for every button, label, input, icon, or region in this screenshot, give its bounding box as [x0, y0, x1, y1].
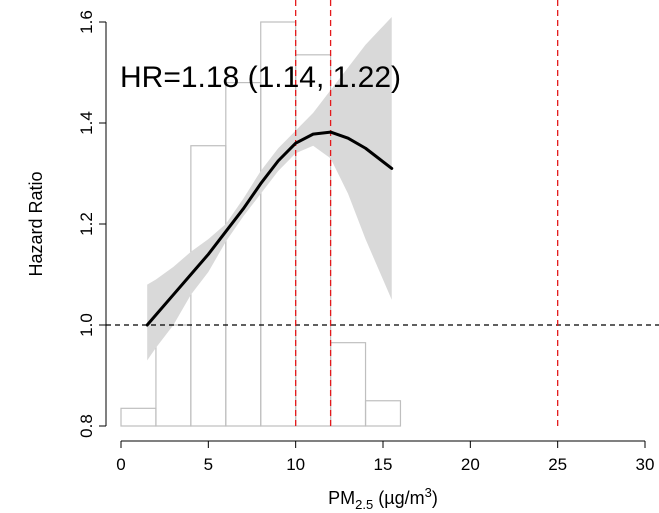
reference-lines	[106, 0, 659, 426]
x-axis-title: PM2.5 (µg/m3)	[328, 485, 438, 512]
y-axis-title: Hazard Ratio	[26, 171, 46, 276]
histogram-bar	[330, 342, 367, 427]
x-axis-title-main: PM	[328, 488, 355, 508]
x-tick-label: 10	[286, 455, 305, 474]
x-tick-label: 20	[461, 455, 480, 474]
y-tick-label: 1.4	[77, 111, 96, 135]
x-tick-label: 15	[374, 455, 393, 474]
y-tick-label: 1.2	[77, 212, 96, 236]
histogram-bar	[225, 81, 262, 427]
x-tick-label: 0	[116, 455, 125, 474]
y-tick-label: 1.0	[77, 313, 96, 337]
x-tick-label: 30	[636, 455, 655, 474]
x-tick-label: 5	[204, 455, 213, 474]
x-axis-title-superscript: 3	[425, 485, 432, 500]
x-tick-label: 25	[548, 455, 567, 474]
fitted-curve	[145, 130, 394, 327]
y-ticks: 0.8 1.0 1.2 1.4 1.6	[77, 10, 106, 438]
x-axis-title-unit: (µg/m	[373, 488, 424, 508]
x-axis-title-subscript: 2.5	[355, 497, 373, 512]
hazard-ratio-annotation: HR=1.18 (1.14, 1.22)	[120, 61, 401, 94]
x-axis-title-close: )	[432, 488, 438, 508]
y-tick-label: 1.6	[77, 10, 96, 34]
histogram-bar	[120, 407, 157, 427]
y-tick-label: 0.8	[77, 414, 96, 438]
histogram-bar	[364, 400, 402, 427]
fitted-curve-group	[145, 130, 394, 327]
x-ticks: 0 5 10 15 20 25 30	[116, 441, 654, 474]
